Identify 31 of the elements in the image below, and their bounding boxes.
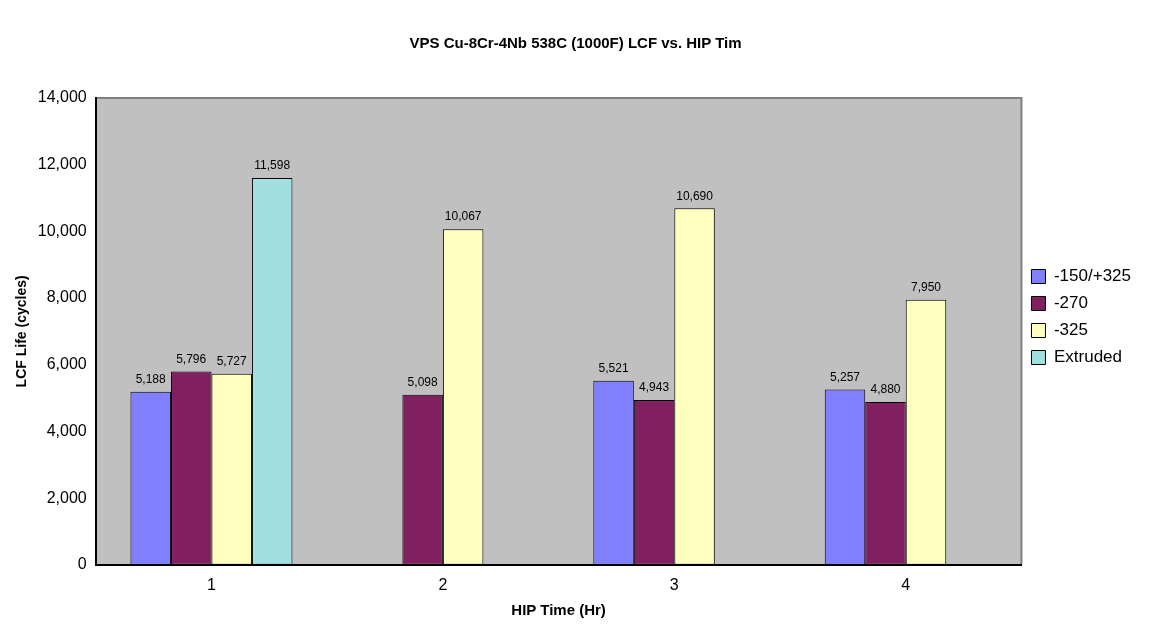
data-label: 4,880 — [870, 382, 901, 397]
data-label: 10,067 — [444, 209, 482, 224]
legend-label: -270 — [1053, 293, 1088, 313]
y-tick-label: 10,000 — [37, 221, 87, 239]
data-label: 10,690 — [676, 188, 714, 203]
x-axis-title: HIP Time (Hr) — [511, 601, 606, 619]
y-tick-label: 0 — [77, 555, 87, 573]
data-label: 7,950 — [910, 280, 942, 295]
x-tick-label: 3 — [669, 575, 679, 593]
data-label: 4,943 — [639, 380, 670, 395]
y-tick-label: 14,000 — [37, 88, 87, 106]
chart-title: VPS Cu-8Cr-4Nb 538C (1000F) LCF vs. HIP Tim — [409, 34, 742, 52]
data-label: 5,727 — [216, 354, 248, 369]
data-label: 5,257 — [829, 369, 861, 384]
y-tick-label: 6,000 — [46, 355, 87, 373]
x-tick-label: 1 — [207, 575, 216, 593]
data-label: 11,598 — [254, 158, 291, 173]
data-label: 5,796 — [176, 351, 207, 366]
legend-label: Extruded — [1053, 347, 1123, 367]
y-tick-label: 2,000 — [46, 488, 87, 506]
y-tick-label: 4,000 — [46, 421, 87, 439]
y-tick-label: 12,000 — [37, 155, 87, 173]
legend-label: -325 — [1053, 320, 1088, 340]
y-axis-title: LCF Life (cycles) — [13, 275, 30, 388]
data-label: 5,098 — [407, 375, 438, 390]
data-label: 5,188 — [135, 372, 167, 387]
x-tick-label: 4 — [901, 575, 911, 593]
x-tick-label: 2 — [438, 575, 448, 593]
legend-label: -150/+325 — [1053, 266, 1132, 286]
y-tick-label: 8,000 — [46, 288, 87, 306]
data-label: 5,521 — [598, 361, 629, 376]
